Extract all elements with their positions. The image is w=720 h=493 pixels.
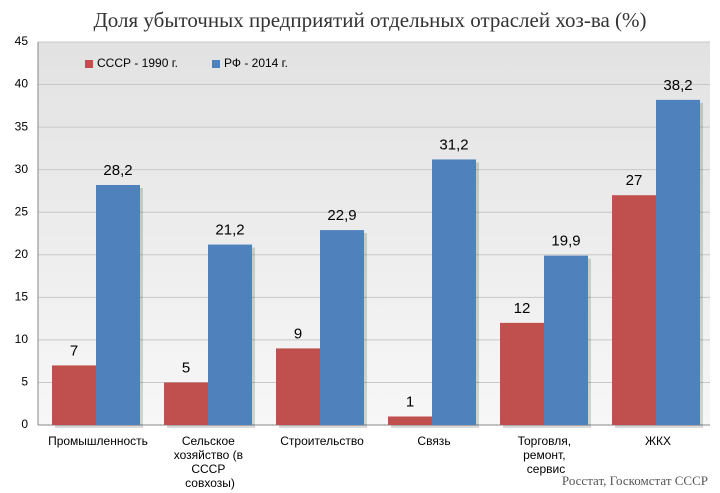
y-tick-label: 25: [15, 204, 29, 218]
bar: [164, 382, 208, 425]
value-label: 19,9: [551, 233, 580, 250]
y-tick-label: 35: [15, 119, 29, 133]
value-label: 38,2: [663, 77, 692, 94]
bar: [544, 255, 588, 425]
legend-label: РФ - 2014 г.: [224, 56, 288, 70]
y-tick-label: 10: [15, 332, 29, 346]
chart-title: Доля убыточных предприятий отдельных отр…: [93, 8, 646, 32]
legend-label: СССР - 1990 г.: [97, 56, 178, 70]
value-label: 5: [182, 359, 190, 376]
y-tick-label: 40: [15, 77, 29, 91]
x-tick-label: Сельское хозяйство (в СССР совхозы): [174, 434, 247, 490]
value-label: 31,2: [439, 136, 468, 153]
bar: [208, 244, 252, 425]
y-tick-label: 30: [15, 162, 29, 176]
y-tick-label: 15: [15, 290, 29, 304]
value-label: 22,9: [327, 207, 356, 224]
y-tick-label: 0: [21, 417, 28, 431]
value-label: 9: [294, 325, 302, 342]
value-label: 12: [514, 300, 531, 317]
bar: [320, 230, 364, 425]
bar: [432, 159, 476, 425]
value-label: 7: [70, 342, 78, 359]
plot-area: [38, 42, 710, 425]
legend-swatch: [85, 60, 93, 68]
x-tick-label: Торговля, ремонт, сервис: [518, 434, 575, 476]
x-tick-label: Промышленность: [48, 434, 148, 448]
bar: [96, 184, 140, 425]
source: Росстат, Госкомстат СССР: [562, 473, 708, 488]
x-tick-label: ЖКХ: [645, 434, 671, 448]
y-tick-label: 20: [15, 247, 29, 261]
x-tick-label: Связь: [417, 434, 450, 448]
legend-swatch: [212, 60, 220, 68]
x-tick-label: Строительство: [280, 434, 364, 448]
bar: [52, 365, 96, 425]
value-label: 27: [626, 172, 643, 189]
bar: [656, 99, 700, 426]
value-label: 21,2: [215, 222, 244, 239]
y-tick-label: 5: [21, 375, 28, 389]
bar: [276, 348, 320, 425]
value-label: 1: [406, 393, 414, 410]
bar: [388, 416, 432, 425]
y-tick-label: 45: [15, 34, 29, 48]
bar: [500, 322, 544, 425]
bar: [612, 195, 656, 425]
value-label: 28,2: [103, 162, 132, 179]
